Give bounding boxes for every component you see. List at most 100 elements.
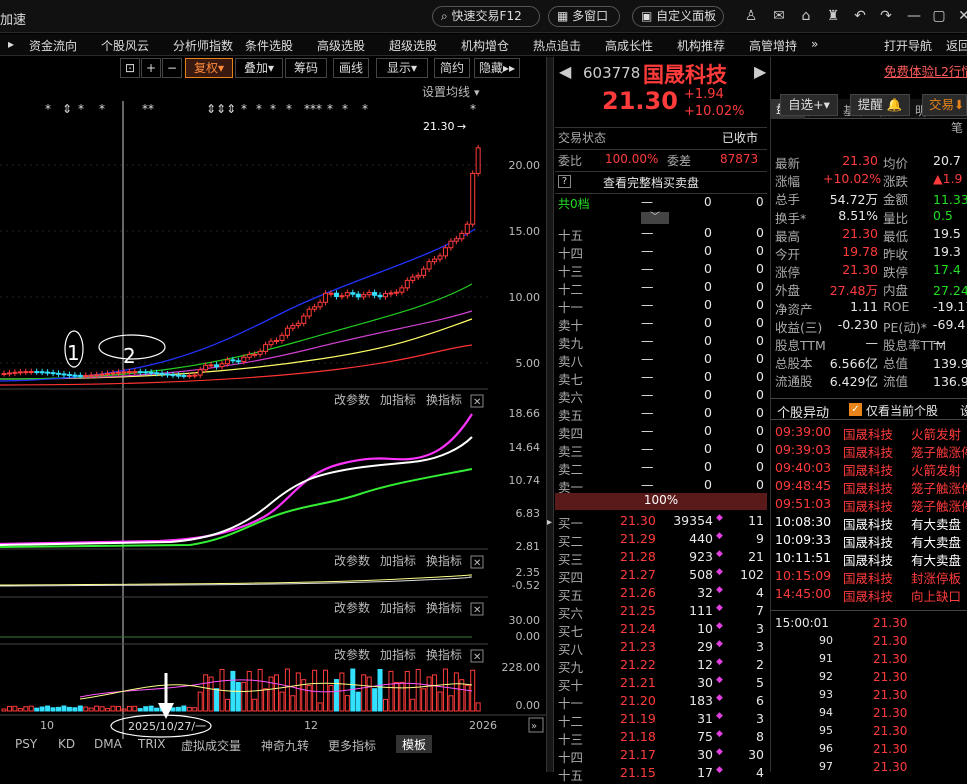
prev-stock-icon[interactable]: ◀	[559, 62, 572, 81]
menu-item-hotspot[interactable]: 热点追击	[533, 39, 582, 53]
change-params-link[interactable]: 改参数	[334, 647, 370, 662]
add-watchlist-button[interactable]: 自选+▾	[780, 94, 838, 116]
movement-row[interactable]: 10:09:33 国晟科技 有大卖盘	[775, 532, 962, 550]
movement-row[interactable]: 09:40:03 国晟科技 火箭发射	[775, 460, 962, 478]
candle	[323, 292, 329, 303]
custom-panel-button[interactable]: ▣ 自定义面板	[632, 6, 724, 27]
zoom-out-icon[interactable]: −	[162, 58, 182, 78]
menu-item-inst-increase[interactable]: 机构增仓	[461, 39, 510, 53]
add-indicator-link[interactable]: 加指标	[380, 392, 416, 407]
movement-row[interactable]: 10:08:30 国晟科技 有大卖盘	[775, 514, 962, 532]
volume-bar	[393, 681, 399, 712]
menu-item-super-select[interactable]: 超级选股	[389, 39, 438, 53]
lock-icon[interactable]: ⊡	[120, 58, 140, 78]
menu-item-fund-flow[interactable]: 资金流向	[29, 39, 78, 53]
volume-bar	[383, 698, 388, 712]
next-stock-icon[interactable]: ▶	[754, 62, 767, 81]
movement-row[interactable]: 09:51:03 国晟科技 笼子触涨停	[775, 496, 967, 514]
back-icon[interactable]: ↶	[854, 8, 866, 24]
menu-item-exec-increase[interactable]: 高管增持	[749, 39, 798, 53]
ma-setting-link[interactable]: 设置均线	[422, 85, 470, 99]
close-icon[interactable]: ✕	[473, 605, 481, 616]
close-icon[interactable]: ✕	[473, 652, 481, 663]
fuquan-dropdown[interactable]: 复权▾	[185, 58, 233, 78]
kline-chart-pane[interactable]: ⊡ + − 复权▾ 叠加▾ 筹码 画线 显示▾ 简约 隐藏▸▸ 设置均线 ▾ *…	[0, 57, 546, 772]
movement-row[interactable]: 09:39:03 国晟科技 笼子触涨停	[775, 442, 967, 460]
hide-button[interactable]: 隐藏▸▸	[474, 58, 520, 78]
pane-divider[interactable]: ▸	[546, 57, 554, 772]
menu-item-growth[interactable]: 高成长性	[605, 39, 654, 53]
overlay-dropdown[interactable]: 叠加▾	[235, 58, 283, 78]
tab-psy[interactable]: PSY	[15, 737, 38, 751]
checkbox-checked-icon[interactable]: ✓	[849, 403, 862, 416]
volume-bar	[17, 708, 23, 712]
switch-indicator-link[interactable]: 换指标	[426, 392, 462, 407]
tab-trix[interactable]: TRIX	[138, 737, 166, 751]
zoom-in-icon[interactable]: +	[141, 58, 161, 78]
quick-trade-button[interactable]: ⌕ 快速交易F12	[432, 6, 540, 27]
menu-more-icon[interactable]: »	[811, 37, 819, 51]
candle	[181, 374, 187, 377]
close-icon[interactable]: ✕	[958, 8, 967, 24]
menu-item-stock-news[interactable]: 个股风云	[101, 39, 150, 53]
candle	[105, 372, 111, 375]
volume-bar	[453, 672, 459, 712]
mail-icon[interactable]: ✉	[773, 8, 785, 24]
switch-indicator-link[interactable]: 换指标	[426, 553, 462, 568]
simple-button[interactable]: 简约	[434, 58, 470, 78]
add-indicator-link[interactable]: 加指标	[380, 600, 416, 615]
close-icon[interactable]: ✕	[473, 397, 481, 408]
multi-window-button[interactable]: ▦ 多窗口	[548, 6, 620, 27]
add-indicator-link[interactable]: 加指标	[380, 553, 416, 568]
movement-row[interactable]: 10:11:51 国晟科技 有大卖盘	[775, 550, 962, 568]
menu-item-analyst-index[interactable]: 分析师指数	[173, 39, 234, 53]
menu-item-open-nav[interactable]: 打开导航	[884, 39, 933, 53]
free-trial-link[interactable]: 免费体验L2行情	[884, 64, 967, 79]
draw-line-button[interactable]: 画线	[333, 58, 369, 78]
menu-item-back[interactable]: 返回	[946, 39, 967, 53]
menu-item-advanced-select[interactable]: 高级选股	[317, 39, 366, 53]
movement-row[interactable]: 14:45:00 国晟科技 向上缺口	[775, 586, 962, 604]
add-indicator-link[interactable]: 加指标	[380, 647, 416, 662]
minimize-icon[interactable]: —	[907, 8, 921, 24]
forward-icon[interactable]: ↷	[880, 8, 892, 24]
help-icon[interactable]: ?	[558, 175, 571, 188]
dropdown-icon[interactable]: ▾	[474, 86, 480, 99]
menu-item-condition-select[interactable]: 条件选股	[245, 39, 294, 53]
full-depth-row[interactable]: ? 查看完整档买卖盘	[555, 171, 767, 191]
display-dropdown[interactable]: 显示▾	[376, 58, 428, 78]
candle	[426, 261, 432, 270]
tab-virtual-volume[interactable]: 虚拟成交量	[181, 739, 242, 753]
tab-dma[interactable]: DMA	[94, 737, 122, 751]
tab-template[interactable]: 模板	[396, 735, 433, 753]
tab-kd[interactable]: KD	[58, 737, 76, 751]
chips-button[interactable]: 筹码	[285, 58, 327, 78]
only-current-checkbox-label[interactable]: 仅看当前个股	[866, 404, 939, 418]
change-params-link[interactable]: 改参数	[334, 392, 370, 407]
menu-item-inst-recommend[interactable]: 机构推荐	[677, 39, 726, 53]
y-tick: 18.66	[509, 407, 541, 420]
user-icon[interactable]: ♙	[744, 8, 758, 24]
tab-magic-nine[interactable]: 神奇九转	[261, 739, 310, 753]
scroll-right-icon[interactable]: »	[531, 721, 537, 732]
candle	[246, 353, 252, 358]
maximize-icon[interactable]: ▢	[932, 8, 946, 24]
volume-bar	[361, 674, 367, 712]
expand-down-icon[interactable]: ﹀	[641, 212, 669, 224]
movement-row[interactable]: 09:48:45 国晟科技 笼子触涨停	[775, 478, 967, 496]
volume-bar	[279, 691, 285, 712]
shirt-icon[interactable]: ♜	[826, 8, 840, 24]
alert-button[interactable]: 提醒 🔔	[850, 94, 910, 116]
change-params-link[interactable]: 改参数	[334, 600, 370, 615]
switch-indicator-link[interactable]: 换指标	[426, 647, 462, 662]
collapse-icon[interactable]: ▸	[547, 517, 553, 528]
home-icon[interactable]: ⌂	[801, 8, 811, 24]
tab-more-indicators[interactable]: 更多指标	[328, 739, 377, 753]
change-params-link[interactable]: 改参数	[334, 553, 370, 568]
movement-row[interactable]: 10:15:09 国晟科技 封涨停板	[775, 568, 962, 586]
trade-button[interactable]: 交易⬇	[922, 94, 967, 116]
switch-indicator-link[interactable]: 换指标	[426, 600, 462, 615]
close-icon[interactable]: ✕	[473, 558, 481, 569]
movement-row[interactable]: 09:39:00 国晟科技 火箭发射	[775, 424, 962, 442]
stat-row: 总股本 6.566亿 总值 139.9亿	[775, 356, 967, 372]
